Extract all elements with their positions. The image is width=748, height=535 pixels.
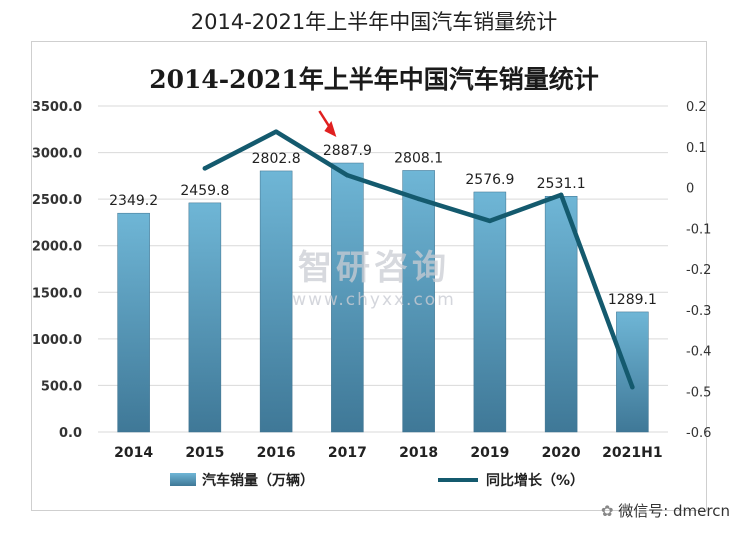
growth-point-2017: [345, 173, 350, 178]
bar-2014: [117, 212, 150, 433]
watermark-brand: 智研咨询: [298, 248, 450, 288]
y-right-tick-label: -0.1: [686, 222, 711, 237]
growth-point-2019: [487, 218, 493, 224]
y-right-tick-label: -0.4: [686, 345, 711, 360]
y-right-tick-label: -0.5: [686, 385, 711, 400]
y-left-tick-label: 1500.0: [32, 286, 82, 301]
bar-2018: [402, 170, 435, 433]
wechat-id: ✿ 微信号: dmercn: [0, 500, 748, 521]
bar-value-label: 1289.1: [608, 292, 657, 308]
y-right-tick-label: 0.2: [686, 100, 707, 115]
highlight-arrow-head: [324, 121, 337, 138]
x-tick-label: 2020: [542, 445, 581, 461]
x-tick-label: 2019: [470, 445, 509, 461]
y-left-tick-label: 1000.0: [32, 333, 82, 348]
y-right-tick-label: -0.6: [686, 426, 711, 441]
legend-bar-label: 汽车销量（万辆）: [202, 472, 314, 489]
y-left-tick-label: 3500.0: [32, 100, 82, 115]
legend-bar-swatch: [170, 473, 196, 486]
wechat-id-label: 微信号: dmercn: [618, 502, 730, 520]
y-right-tick-label: 0: [686, 182, 694, 197]
watermark-url: www.chyxx.com: [292, 290, 456, 310]
bar-2015: [188, 202, 222, 433]
growth-point-2018: [416, 196, 421, 202]
bar-value-label: 2808.1: [394, 150, 443, 166]
growth-point-2016: [273, 129, 279, 134]
page-title: 2014-2021年上半年中国汽车销量统计: [190, 10, 558, 34]
x-tick-label: 2014: [114, 445, 153, 461]
chart-title: 2014-2021年上半年中国汽车销量统计: [149, 65, 599, 94]
y-right-tick-label: -0.2: [686, 263, 711, 278]
x-tick-label: 2017: [328, 445, 367, 461]
bar-value-label: 2459.8: [180, 183, 229, 199]
x-tick-label: 2016: [257, 445, 296, 461]
y-left-tick-label: 2500.0: [32, 193, 82, 208]
growth-point-2021H1: [630, 384, 635, 390]
y-left-tick-label: 2000.0: [32, 240, 82, 255]
bar-value-label: 2802.8: [252, 151, 301, 167]
x-tick-label: 2021H1: [602, 445, 662, 461]
y-left-tick-label: 0.0: [59, 426, 82, 441]
bar-value-label: 2531.1: [537, 176, 586, 192]
y-left-tick-label: 500.0: [41, 379, 82, 394]
y-right-tick-label: -0.3: [686, 304, 711, 319]
x-tick-label: 2015: [185, 445, 224, 461]
bar-2020: [544, 195, 578, 433]
y-right-tick-label: 0.1: [686, 141, 707, 156]
bar-2017: [331, 162, 364, 433]
bar-2021H1: [616, 311, 649, 433]
bar-value-label: 2349.2: [109, 193, 158, 209]
growth-point-2015: [202, 166, 208, 171]
y-left-tick-label: 3000.0: [32, 147, 82, 162]
x-tick-label: 2018: [399, 445, 438, 461]
bar-2016: [259, 170, 293, 433]
bar-value-label: 2887.9: [323, 143, 372, 159]
bar-value-label: 2576.9: [465, 172, 514, 188]
bar-2019: [473, 191, 507, 433]
wechat-icon: ✿: [600, 502, 619, 520]
legend-line-label: 同比增长（%）: [486, 472, 584, 489]
growth-point-2020: [558, 192, 564, 198]
